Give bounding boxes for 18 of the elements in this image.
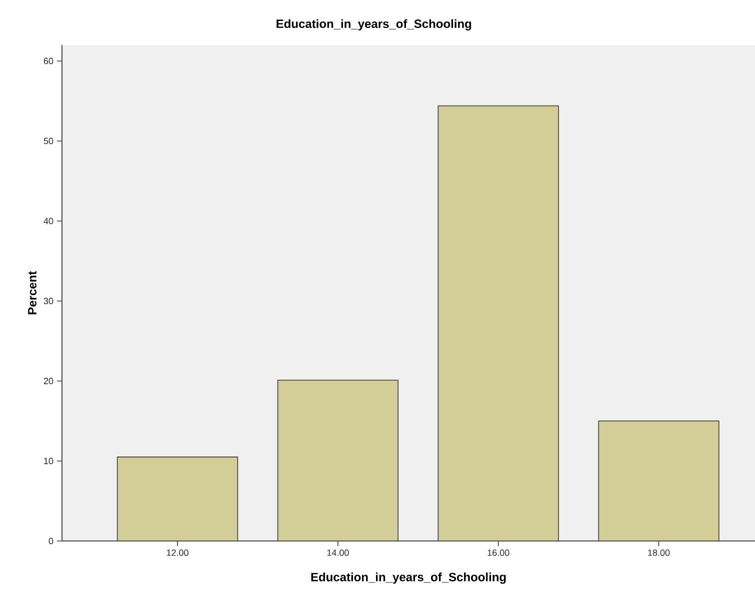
bar (116, 456, 238, 542)
y-tick-label: 0 (48, 538, 54, 544)
bar (277, 380, 399, 542)
bar (438, 105, 559, 542)
y-tick-label: 30 (44, 298, 54, 304)
x-tick-label: 12.00 (166, 550, 188, 556)
bar (598, 420, 720, 542)
y-tick-label: 50 (44, 138, 54, 144)
y-axis-title: Percent (28, 271, 36, 314)
y-tick-label: 10 (44, 458, 54, 464)
x-axis-title: Education_in_years_of_Schooling (311, 572, 506, 584)
chart-title: Education_in_years_of_Schooling (276, 19, 472, 30)
y-tick-label: 40 (44, 218, 54, 224)
x-tick-label: 14.00 (327, 550, 349, 556)
x-tick-label: 16.00 (488, 550, 510, 556)
y-tick-label: 20 (44, 378, 54, 384)
y-tick-label: 60 (44, 58, 54, 64)
x-tick-label: 18.00 (648, 550, 670, 556)
